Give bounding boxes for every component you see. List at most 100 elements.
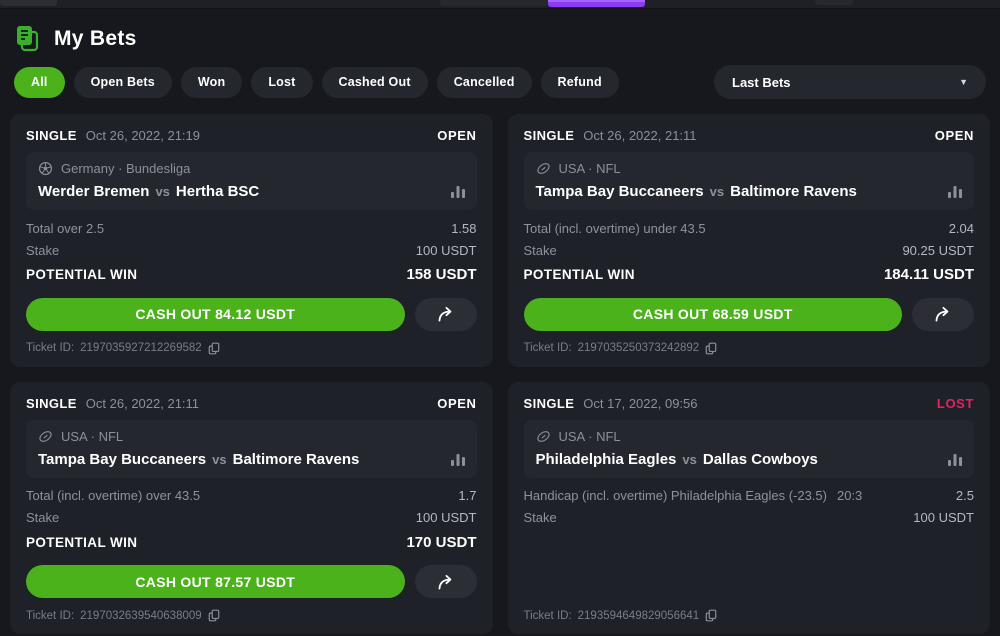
vs-label: vs — [212, 451, 227, 467]
stake-row: Stake 100 USDT — [26, 239, 477, 261]
home-team: Werder Bremen — [38, 183, 150, 200]
filter-lost[interactable]: Lost — [251, 66, 313, 98]
potential-win-row: POTENTIAL WIN 158 USDT — [26, 261, 477, 287]
potential-win-row: POTENTIAL WIN 170 USDT — [26, 529, 477, 555]
vs-label: vs — [155, 184, 170, 199]
share-button[interactable] — [414, 297, 477, 331]
filter-cancelled[interactable]: Cancelled — [436, 66, 532, 98]
my-bets-pages-icon — [14, 24, 41, 53]
home-team: Tampa Bay Buccaneers — [535, 183, 704, 200]
ticket-id: 2197035250373242892 — [577, 342, 700, 354]
bet-card: SINGLE Oct 17, 2022, 09:56 LOST USA · NF… — [507, 381, 990, 634]
bet-type: SINGLE — [523, 395, 575, 411]
teams-row: Philadelphia Eagles vs Dallas Cowboys — [536, 450, 962, 468]
copy-ticket-button[interactable] — [208, 342, 220, 355]
league-row: USA · NFL — [536, 429, 963, 444]
home-team: Tampa Bay Buccaneers — [38, 450, 207, 468]
statistics-icon[interactable] — [450, 185, 465, 198]
statistics-icon[interactable] — [948, 453, 962, 466]
ticket-row: Ticket ID: 2197035927212269582 — [26, 331, 477, 355]
odds-value: 1.58 — [451, 220, 477, 236]
stake-row: Stake 100 USDT — [26, 507, 477, 529]
ticket-row: Ticket ID: 2193594649829056641 — [524, 598, 975, 622]
cash-out-button[interactable]: CASH OUT 87.57 USDT — [26, 565, 405, 598]
bet-selection-row: Total over 2.5 1.58 — [26, 217, 477, 239]
ticket-id: 2197035927212269582 — [80, 342, 202, 354]
event-box: USA · NFL Tampa Bay Buccaneers vs Baltim… — [523, 152, 974, 210]
away-team: Baltimore Ravens — [232, 450, 360, 468]
league-row: USA · NFL — [536, 161, 963, 176]
odds-value: 1.7 — [458, 488, 477, 503]
ticket-label: Ticket ID: — [26, 342, 75, 354]
ticket-label: Ticket ID: — [26, 609, 75, 622]
ticket-id: 2193594649829056641 — [577, 609, 700, 622]
chevron-down-icon: ▼ — [959, 77, 968, 87]
filter-cashed-out[interactable]: Cashed Out — [321, 66, 428, 98]
league-label: USA · NFL — [558, 428, 621, 444]
statistics-icon[interactable] — [948, 185, 962, 198]
ticket-row: Ticket ID: 2197035250373242892 — [524, 331, 975, 355]
stake-value: 100 USDT — [415, 242, 477, 258]
sort-dropdown[interactable]: Last Bets ▼ — [714, 65, 986, 99]
bet-date: Oct 26, 2022, 21:19 — [85, 128, 200, 143]
bet-card-header: SINGLE Oct 26, 2022, 21:19 OPEN — [26, 128, 477, 143]
stake-value: 100 USDT — [913, 510, 974, 525]
bet-selection-label: Handicap (incl. overtime) Philadelphia E… — [523, 488, 827, 503]
copy-ticket-button[interactable] — [208, 609, 220, 622]
statistics-icon[interactable] — [450, 453, 465, 466]
nav-active-tab-indicator[interactable] — [548, 0, 645, 7]
filter-all[interactable]: All — [14, 66, 65, 98]
cash-out-button[interactable]: CASH OUT 68.59 USDT — [523, 297, 902, 331]
vs-label: vs — [682, 451, 697, 467]
away-team: Dallas Cowboys — [702, 450, 818, 468]
card-actions: CASH OUT 87.57 USDT — [26, 565, 477, 598]
ticket-label: Ticket ID: — [523, 342, 572, 354]
bet-selection-row: Handicap (incl. overtime) Philadelphia E… — [524, 485, 975, 507]
bet-date: Oct 17, 2022, 09:56 — [583, 395, 698, 411]
copy-ticket-button[interactable] — [705, 342, 717, 355]
stake-row: Stake 90.25 USDT — [524, 239, 975, 261]
top-navigation-strip — [0, 0, 1000, 9]
filter-open-bets[interactable]: Open Bets — [73, 66, 172, 98]
bet-card-header: SINGLE Oct 26, 2022, 21:11 OPEN — [26, 396, 477, 411]
event-box: Germany · Bundesliga Werder Bremen vs He… — [26, 152, 477, 210]
filter-won[interactable]: Won — [180, 66, 243, 98]
status-badge: OPEN — [437, 128, 477, 143]
bet-card-header: SINGLE Oct 26, 2022, 21:11 OPEN — [524, 128, 975, 143]
odds-value: 2.5 — [955, 488, 974, 503]
page-title: My Bets — [54, 26, 137, 50]
cash-out-button[interactable]: CASH OUT 84.12 USDT — [26, 297, 405, 331]
teams-row: Tampa Bay Buccaneers vs Baltimore Ravens — [535, 183, 962, 200]
bet-cards-grid: SINGLE Oct 26, 2022, 21:19 OPEN Germany … — [10, 114, 990, 634]
copy-ticket-button[interactable] — [705, 609, 717, 622]
nav-fragment-left — [0, 0, 57, 6]
share-arrow-icon — [436, 573, 456, 591]
stake-label: Stake — [523, 242, 557, 258]
vs-label: vs — [709, 184, 725, 199]
match-score: 20:3 — [836, 488, 863, 503]
american-football-icon — [536, 161, 551, 176]
league-label: USA · NFL — [558, 161, 621, 176]
american-football-icon — [38, 429, 53, 444]
league-label: Germany · Bundesliga — [61, 161, 191, 176]
bet-card: SINGLE Oct 26, 2022, 21:19 OPEN Germany … — [10, 114, 493, 367]
stake-label: Stake — [26, 242, 60, 258]
teams-row: Werder Bremen vs Hertha BSC — [38, 183, 465, 200]
league-row: USA · NFL — [38, 429, 465, 444]
bet-card: SINGLE Oct 26, 2022, 21:11 OPEN USA · NF… — [507, 114, 990, 367]
filter-refund[interactable]: Refund — [540, 66, 619, 98]
stake-label: Stake — [523, 510, 557, 525]
filter-bar: All Open Bets Won Lost Cashed Out Cancel… — [14, 65, 986, 99]
share-button[interactable] — [912, 297, 974, 331]
potential-win-row: POTENTIAL WIN 184.11 USDT — [524, 261, 975, 287]
teams-row: Tampa Bay Buccaneers vs Baltimore Ravens — [38, 451, 465, 468]
stake-value: 100 USDT — [415, 510, 477, 525]
bet-selection-label: Total (incl. overtime) under 43.5 — [523, 220, 706, 236]
event-box: USA · NFL Philadelphia Eagles vs Dallas … — [523, 419, 974, 478]
status-badge: OPEN — [437, 395, 477, 411]
odds-value: 2.04 — [948, 220, 974, 236]
potential-win-value: 158 USDT — [406, 266, 477, 283]
bet-type: SINGLE — [26, 128, 77, 143]
league-row: Germany · Bundesliga — [38, 161, 465, 176]
share-button[interactable] — [414, 565, 477, 598]
